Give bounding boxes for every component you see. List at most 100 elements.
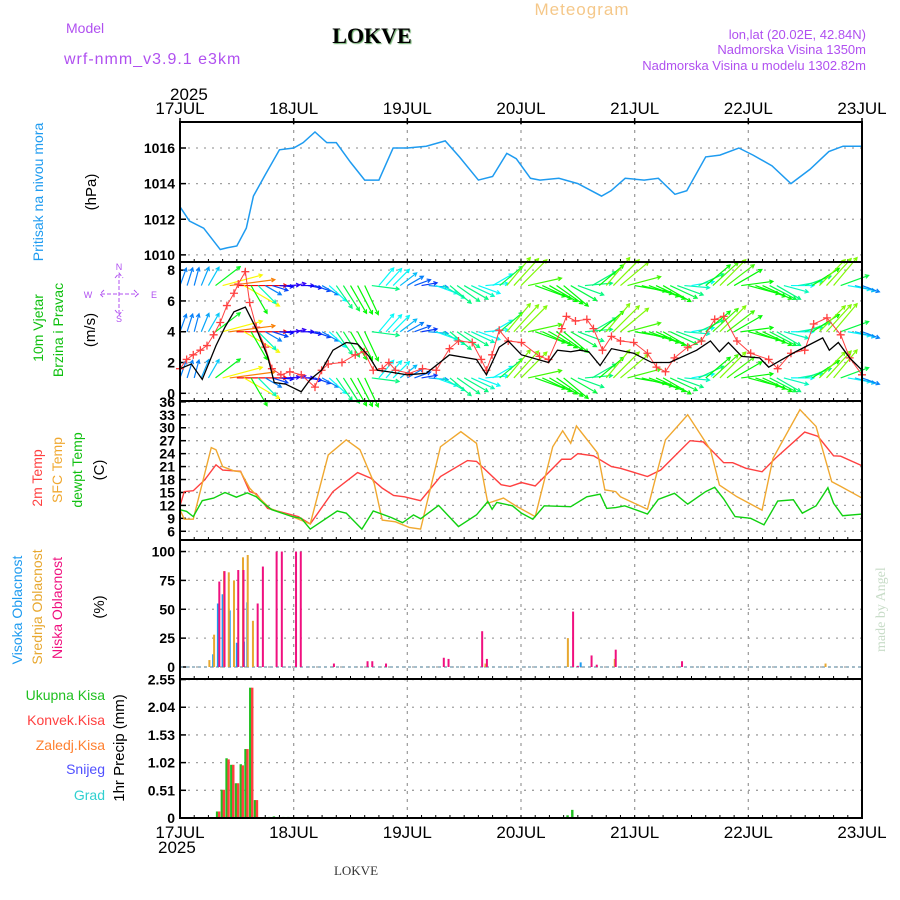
precip-total-bar [230,764,233,818]
wind-arrow [200,312,210,332]
wind-arrow [264,331,283,342]
cloud-tick-label: 75 [159,572,175,588]
wind-gust-marker [571,316,580,325]
wind-gust-marker [454,336,463,345]
wind-arrow [733,315,763,333]
day-label-bottom: 22JUL [724,823,773,842]
wind-arrow [385,313,403,333]
wind-arrow [769,377,798,393]
wind-arrow [349,285,368,315]
wind-gust-marker [369,366,378,375]
wind-arrow [257,377,277,397]
pressure-tick-label: 1014 [144,176,175,192]
cloud-low-bar [295,551,298,667]
wind-gust-marker [822,313,831,322]
wind-arrow [620,307,650,333]
wind-gust-marker [189,350,198,359]
wind-arrow [364,285,380,316]
precip-total-bar [225,758,228,818]
precip-conv-bar [217,811,221,818]
wind-gust-marker [245,298,254,307]
wind-arrow [506,302,532,333]
wind-arrow [776,331,802,347]
wind-arrow [357,285,374,316]
cloud-low-bar [385,663,388,667]
meteogram-title: Meteogram [535,0,630,19]
precip-conv-bar [246,749,249,818]
wind-arrow [818,305,847,333]
cloud-low-bar [299,551,302,667]
temp-unit: (C) [91,460,108,481]
wind-gust-marker [562,312,571,321]
wind-arrow [790,283,816,288]
wind-arrow [257,331,277,351]
temp-panel-frame [179,400,863,541]
wind-arrow [456,331,481,349]
precip-total-bar [215,811,219,818]
wind-gust-marker [222,301,231,310]
wind-arrow [577,284,605,297]
wind-arrow [215,265,242,287]
wind-gust-marker [297,370,306,379]
cloud-high-bar [216,603,219,667]
wind-gust-marker [234,280,243,289]
wind-gust-marker [746,349,755,358]
wind-gust-marker [836,330,845,339]
cloud-low-bar [332,663,335,667]
precip-total-bar [566,815,569,818]
temp-tick-label: 27 [159,433,175,449]
wind-arrow [449,285,472,305]
cloud-low-bar [447,658,450,667]
cloud-high-bar [235,642,238,667]
wind-arrow [371,331,401,338]
wind-arrow [563,377,590,400]
wind-arrow [748,331,781,342]
precip-total-bar [571,809,574,818]
wind-gust-marker [732,336,741,345]
wind-arrow [556,285,584,305]
wind-arrow [421,280,439,287]
wind-arrow [612,305,641,333]
wind-arrow [719,305,747,333]
cloud-tick-label: 25 [159,630,175,646]
wind-arrow [570,331,598,348]
cloud-low-bar [218,581,221,667]
wind-arrow [783,284,810,294]
wind-arrow [371,284,401,292]
precip-conv-bar [227,759,230,818]
wind-arrow [527,322,563,333]
wind-arrow [264,377,283,388]
day-label-top: 19JUL [383,99,432,118]
wind-arrow [712,353,739,379]
wind-arrow [342,331,361,358]
day-label-bottom: 17JUL [155,823,204,842]
wind-arrow [741,279,775,287]
wind-arrow [392,314,411,333]
wind-gust-marker [405,369,414,378]
cloud-tick-label: 0 [167,659,175,675]
wind-arrow [471,377,496,390]
year-top: 2025 [170,85,208,104]
wind-arrow [840,366,870,379]
cloud-low-bar [280,551,283,667]
wind-gust-marker [182,355,191,364]
precip-conv-bar [251,687,254,818]
precip-conv-label: Konvek.Kisa [27,712,105,728]
precip-total-bar [234,783,238,818]
cloud-mid-bar [227,572,230,667]
cloud-low-bar [371,661,374,667]
wind-arrow [818,258,847,286]
cloud-tick-label: 50 [159,601,175,617]
wind-arrow [627,275,662,287]
wind-arrow [527,276,563,287]
wind-arrow [662,285,692,303]
precip-conv-bar [236,783,240,818]
wind-arrow [840,274,870,287]
wind-arrow [499,265,524,287]
wind-arrow [257,285,277,305]
wind-arrow [556,377,584,397]
temp-tick-label: 12 [159,497,175,513]
wind-speed-line [179,306,863,393]
wind-arrow [677,377,705,389]
cloud-low-bar [590,655,593,667]
